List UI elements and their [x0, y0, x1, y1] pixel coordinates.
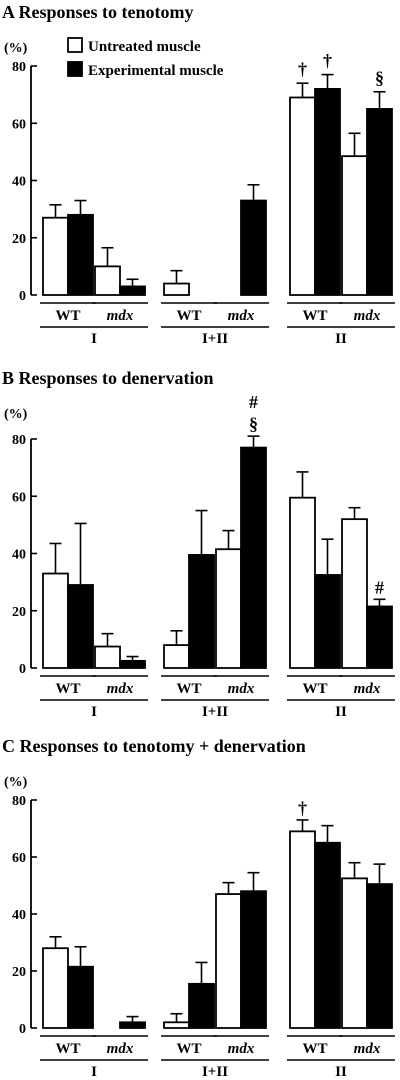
- bar-experimental: [314, 574, 341, 669]
- fiber-type-label: II: [335, 331, 347, 347]
- genotype-label: WT: [302, 308, 327, 324]
- y-tick-label: 40: [12, 175, 26, 190]
- legend-label-untreated: Untreated muscle: [88, 39, 201, 55]
- bar-untreated: [215, 893, 242, 1029]
- panel-c-title: C Responses to tenotomy + denervation: [2, 736, 306, 756]
- genotype-label: WT: [302, 1041, 327, 1057]
- bar-experimental: [67, 584, 94, 669]
- genotype-label: mdx: [107, 1041, 134, 1057]
- y-tick-label: 60: [12, 490, 26, 505]
- bar-experimental: [188, 554, 215, 669]
- genotype-label: WT: [176, 681, 201, 697]
- bar-experimental: [119, 1021, 146, 1029]
- bar-experimental: [366, 605, 393, 669]
- bar-untreated: [94, 645, 121, 669]
- significance-marker: #: [249, 392, 258, 412]
- y-tick-label: 20: [12, 605, 26, 620]
- bar-experimental: [314, 88, 341, 296]
- bar-experimental: [119, 659, 146, 669]
- bar-experimental: [240, 446, 267, 669]
- genotype-label: mdx: [228, 308, 255, 324]
- bar-untreated: [163, 1021, 190, 1029]
- significance-marker: †: [298, 798, 307, 818]
- bar-untreated: [341, 155, 368, 296]
- legend: Untreated muscle Experimental muscle: [67, 37, 224, 79]
- y-tick-label: 0: [19, 289, 26, 304]
- panel-c-y-unit: (%): [4, 775, 28, 790]
- bar-untreated: [215, 548, 242, 669]
- y-tick-label: 80: [12, 60, 26, 75]
- significance-marker: †: [323, 51, 332, 71]
- bar-experimental: [119, 285, 146, 296]
- legend-swatch-experimental: [67, 61, 83, 77]
- bar-experimental: [240, 890, 267, 1029]
- bar-experimental: [67, 965, 94, 1029]
- bar-experimental: [240, 199, 267, 296]
- legend-swatch-untreated: [67, 37, 83, 53]
- bar-untreated: [163, 644, 190, 669]
- fiber-type-label: I: [91, 1064, 97, 1080]
- fiber-type-label: I: [91, 704, 97, 720]
- genotype-label: WT: [302, 681, 327, 697]
- y-tick-label: 80: [12, 794, 26, 809]
- panel-a-plot: 0 20 40 60 80 WT mdx WT mdx WT mdx I I+II II † † §: [12, 51, 395, 347]
- bar-experimental: [366, 883, 393, 1029]
- panel-a-y-unit: (%): [4, 41, 28, 56]
- significance-marker: §: [249, 414, 258, 434]
- bar-untreated: [289, 496, 316, 669]
- y-tick-label: 80: [12, 433, 26, 448]
- genotype-label: mdx: [107, 308, 134, 324]
- bar-untreated: [341, 518, 368, 669]
- fiber-type-label: I+II: [202, 1064, 228, 1080]
- y-tick-label: 40: [12, 908, 26, 923]
- bar-experimental: [188, 982, 215, 1029]
- fiber-type-label: I+II: [202, 704, 228, 720]
- y-tick-label: 40: [12, 548, 26, 563]
- bar-untreated: [42, 216, 69, 296]
- genotype-label: WT: [176, 1041, 201, 1057]
- bar-untreated: [94, 265, 121, 296]
- bar-untreated: [341, 877, 368, 1029]
- fiber-type-label: I+II: [202, 331, 228, 347]
- bar-untreated: [289, 830, 316, 1029]
- y-tick-label: 60: [12, 851, 26, 866]
- significance-marker: §: [375, 68, 384, 88]
- genotype-label: WT: [55, 681, 80, 697]
- y-tick-label: 60: [12, 117, 26, 132]
- genotype-label: mdx: [107, 681, 134, 697]
- genotype-label: WT: [55, 1041, 80, 1057]
- genotype-label: mdx: [354, 681, 381, 697]
- fiber-type-label: II: [335, 704, 347, 720]
- y-tick-label: 0: [19, 662, 26, 677]
- bar-untreated: [163, 282, 190, 296]
- significance-marker: †: [298, 59, 307, 79]
- bar-experimental: [366, 108, 393, 296]
- bar-untreated: [42, 947, 69, 1029]
- legend-label-experimental: Experimental muscle: [88, 63, 224, 79]
- bar-untreated: [289, 96, 316, 296]
- genotype-label: mdx: [354, 308, 381, 324]
- bar-experimental: [314, 841, 341, 1029]
- y-tick-label: 20: [12, 232, 26, 247]
- panel-c-plot: 0 20 40 60 80 WT mdx WT mdx WT mdx I I+II II †: [12, 794, 395, 1080]
- bar-untreated: [42, 572, 69, 669]
- y-tick-label: 0: [19, 1022, 26, 1037]
- bar-experimental: [67, 213, 94, 296]
- genotype-label: mdx: [228, 681, 255, 697]
- significance-marker: #: [375, 577, 384, 597]
- panel-b-title: B Responses to denervation: [2, 368, 214, 388]
- fiber-type-label: II: [335, 1064, 347, 1080]
- panel-b-y-unit: (%): [4, 407, 28, 422]
- y-tick-label: 20: [12, 965, 26, 980]
- panel-a-title: A Responses to tenotomy: [2, 2, 194, 22]
- genotype-label: mdx: [228, 1041, 255, 1057]
- genotype-label: WT: [55, 308, 80, 324]
- genotype-label: WT: [176, 308, 201, 324]
- fiber-type-label: I: [91, 331, 97, 347]
- genotype-label: mdx: [354, 1041, 381, 1057]
